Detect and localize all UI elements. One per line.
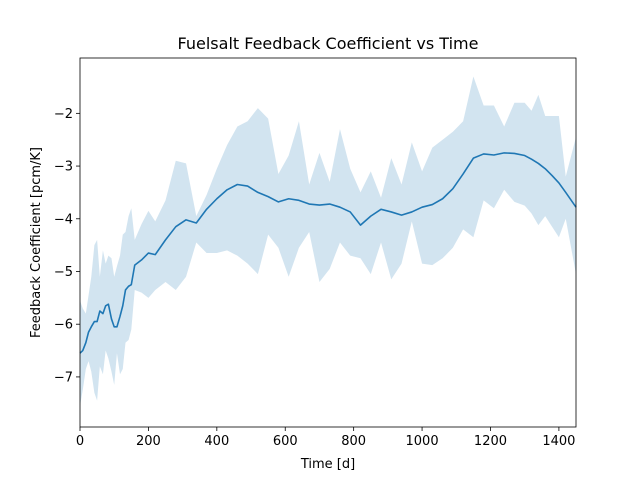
confidence-band-layer xyxy=(80,76,576,406)
y-axis-ticks: −7 −6 −5 −4 −3 −2 xyxy=(54,107,80,385)
x-axis-label: Time [d] xyxy=(300,457,355,472)
series-line xyxy=(79,152,577,354)
y-tick-label: −3 xyxy=(54,160,73,175)
x-tick-label: 200 xyxy=(136,434,161,449)
series-line-layer xyxy=(79,152,577,354)
y-tick-label: −4 xyxy=(54,212,73,227)
x-tick-label: 1000 xyxy=(406,434,439,449)
x-tick-label: 0 xyxy=(76,434,84,449)
x-tick-label: 1200 xyxy=(474,434,507,449)
y-tick-label: −5 xyxy=(54,265,73,280)
x-tick-label: 800 xyxy=(341,434,366,449)
x-tick-label: 1400 xyxy=(542,434,575,449)
chart-title: Fuelsalt Feedback Coefficient vs Time xyxy=(178,34,479,53)
x-axis-ticks: 0 200 400 600 800 1000 1200 1400 xyxy=(76,427,575,449)
y-tick-label: −6 xyxy=(54,318,73,333)
y-axis-label: Feedback Coefficient [pcm/K] xyxy=(29,147,44,338)
y-tick-label: −7 xyxy=(54,370,73,385)
x-tick-label: 400 xyxy=(204,434,229,449)
y-tick-label: −2 xyxy=(54,107,73,122)
x-tick-label: 600 xyxy=(273,434,298,449)
confidence-band xyxy=(80,76,576,406)
plot-area-frame xyxy=(79,57,577,428)
